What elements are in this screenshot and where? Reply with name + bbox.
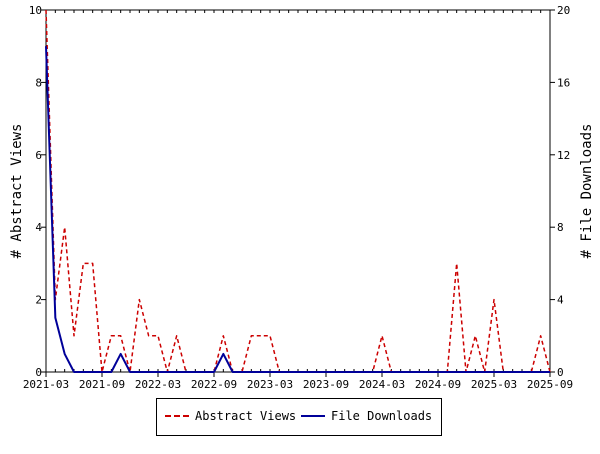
x-tick-label: 2024-09: [415, 378, 461, 391]
y2-tick-label: 20: [557, 4, 570, 17]
x-tick-label: 2024-03: [359, 378, 405, 391]
y-axis-title: # Abstract Views: [9, 124, 25, 259]
y2-tick-label: 16: [557, 76, 570, 89]
y-tick-label: 0: [35, 366, 42, 379]
x-tick-label: 2023-03: [247, 378, 293, 391]
legend-item-abstract-views: Abstract Views: [165, 409, 296, 423]
legend-swatch-abstract-views: [165, 415, 189, 417]
y2-tick-label: 8: [557, 221, 564, 234]
plot-area: [45, 9, 551, 373]
x-tick-label: 2022-03: [135, 378, 181, 391]
x-tick-label: 2025-03: [471, 378, 517, 391]
legend-swatch-file-downloads: [301, 415, 325, 417]
series-line-file-downloads: [45, 46, 550, 373]
y-tick-label: 10: [29, 4, 42, 17]
y-tick-label: 8: [35, 76, 42, 89]
y2-tick-label: 12: [557, 149, 570, 162]
y-tick-label: 4: [35, 221, 42, 234]
y-tick-label: 6: [35, 149, 42, 162]
x-tick-label: 2021-03: [23, 378, 69, 391]
x-tick-label: 2021-09: [79, 378, 125, 391]
legend-item-file-downloads: File Downloads: [301, 409, 432, 423]
y-tick-label: 2: [35, 294, 42, 307]
labels-layer: 2021-03 2021-09 2022-03 2022-09 2023-03 2023-…: [23, 4, 573, 391]
legend-label-file-downloads: File Downloads: [331, 409, 433, 423]
y2-tick-label: 4: [557, 294, 564, 307]
x-tick-label: 2025-09: [527, 378, 573, 391]
legend-label-abstract-views: Abstract Views: [195, 409, 297, 423]
legend: Abstract Views File Downloads: [156, 398, 442, 436]
x-tick-label: 2023-09: [303, 378, 349, 391]
y2-axis-title: # File Downloads: [579, 124, 595, 259]
y2-tick-label: 0: [557, 366, 564, 379]
series-layer: [45, 9, 551, 373]
x-tick-label: 2022-09: [191, 378, 237, 391]
